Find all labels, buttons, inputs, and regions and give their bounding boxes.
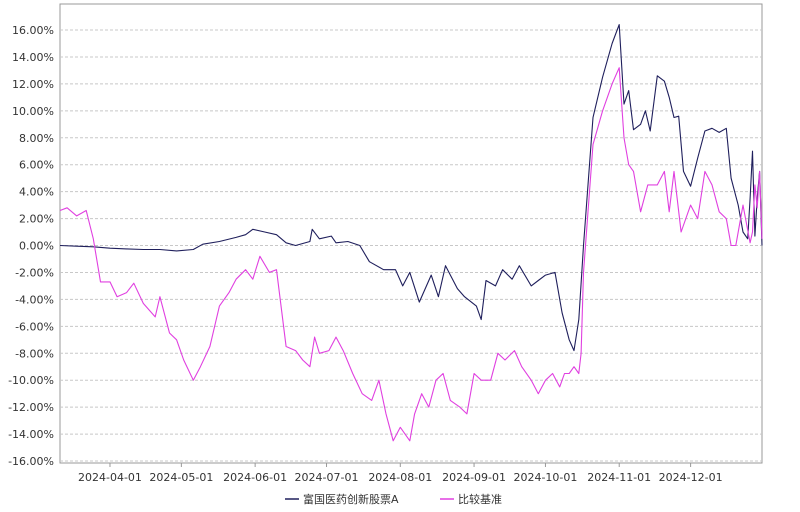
- y-tick-label: -4.00%: [15, 293, 54, 306]
- plot-area: [59, 3, 763, 464]
- legend-label-fund: 富国医药创新股票A: [303, 492, 399, 506]
- y-tick-label: 10.00%: [12, 105, 54, 118]
- x-tick-label: 2024-10-01: [513, 471, 577, 484]
- x-tick-label: 2024-04-01: [78, 471, 142, 484]
- y-tick-label: -10.00%: [8, 374, 54, 387]
- y-tick-label: 12.00%: [12, 78, 54, 91]
- y-tick-label: 0.00%: [19, 240, 54, 253]
- y-axis: 16.00% 14.00% 12.00% 10.00% 8.00% 6.00% 4.00% 2…: [8, 24, 54, 468]
- y-tick-label: 6.00%: [19, 159, 54, 172]
- y-tick-label: 8.00%: [19, 132, 54, 145]
- x-tick-label: 2024-05-01: [149, 471, 213, 484]
- x-tick-label: 2024-06-01: [223, 471, 287, 484]
- y-tick-label: 4.00%: [19, 186, 54, 199]
- x-tick-label: 2024-08-01: [368, 471, 432, 484]
- series-line-fund: [59, 24, 763, 352]
- y-tick-label: -16.00%: [8, 455, 54, 468]
- y-tick-label: 14.00%: [12, 51, 54, 64]
- y-tick-label: -2.00%: [15, 266, 54, 279]
- grid-lines: [60, 29, 762, 462]
- y-tick-label: -14.00%: [8, 428, 54, 441]
- x-tick-label: 2024-11-01: [587, 471, 651, 484]
- x-axis: 2024-04-01 2024-05-01 2024-06-01 2024-07-01…: [78, 463, 723, 484]
- series-lines: [59, 24, 763, 442]
- y-tick-label: -6.00%: [15, 320, 54, 333]
- y-tick-label: -8.00%: [15, 347, 54, 360]
- x-tick-label: 2024-07-01: [295, 471, 359, 484]
- y-tick-label: 16.00%: [12, 24, 54, 37]
- legend: 富国医药创新股票A 比较基准: [285, 492, 502, 506]
- x-tick-label: 2024-09-01: [442, 471, 506, 484]
- legend-label-benchmark: 比较基准: [458, 492, 502, 506]
- series-line-benchmark: [59, 67, 763, 442]
- y-tick-label: -12.00%: [8, 401, 54, 414]
- y-tick-label: 2.00%: [19, 213, 54, 226]
- x-tick-label: 2024-12-01: [659, 471, 723, 484]
